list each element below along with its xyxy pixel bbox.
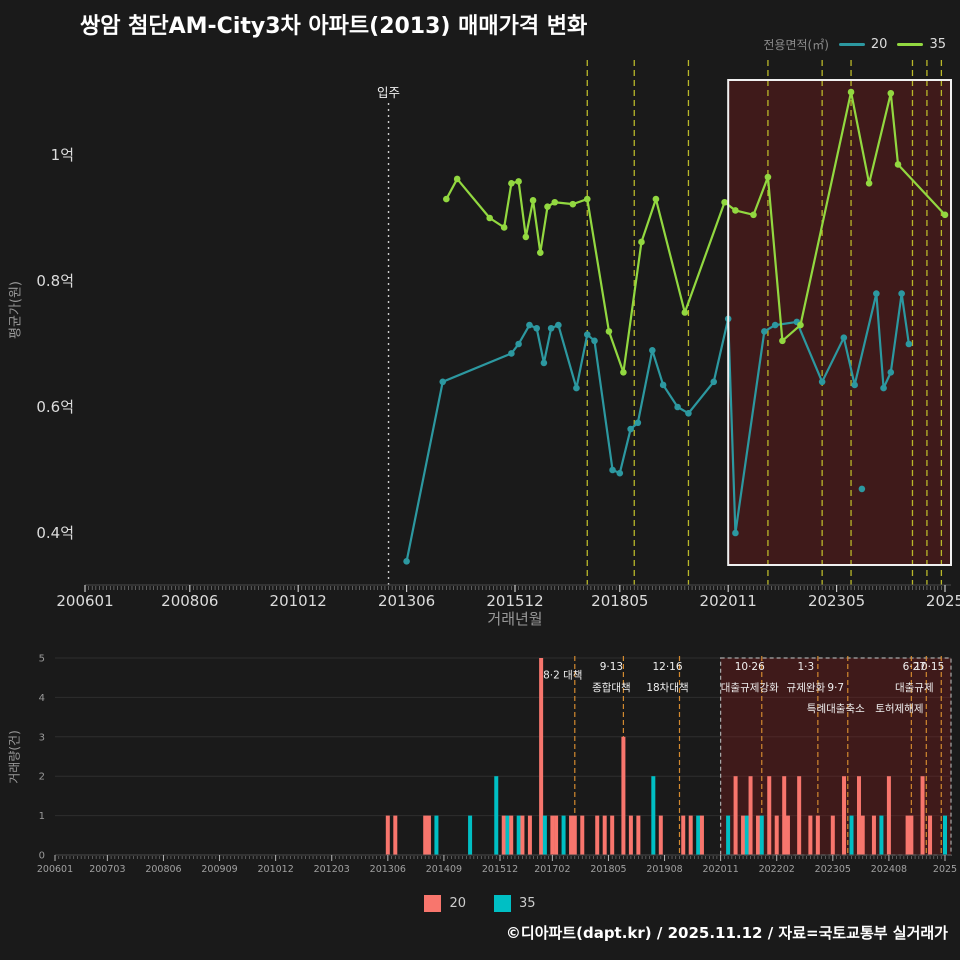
svg-text:6·27: 6·27	[903, 661, 926, 673]
price-x-axis: 200601 200806 201012 201306 201512 201805 2020…	[56, 584, 960, 610]
svg-text:토허제해제: 토허제해제	[875, 702, 923, 715]
legend-swatch-20-icon	[424, 895, 442, 912]
svg-text:201306: 201306	[370, 864, 406, 875]
svg-text:1억: 1억	[51, 146, 74, 164]
svg-text:입주: 입주	[377, 85, 400, 100]
svg-text:201512: 201512	[486, 592, 543, 610]
svg-text:200806: 200806	[161, 592, 218, 610]
svg-text:8·2 대책: 8·2 대책	[543, 669, 582, 681]
svg-text:10·15: 10·15	[914, 661, 944, 673]
legend-bottom-item-35: 35	[494, 895, 536, 912]
svg-text:대출규제강화: 대출규제강화	[721, 682, 779, 694]
footer-credit: ©디아파트(dapt.kr) / 2025.11.12 / 자료=국토교통부 실…	[505, 924, 948, 942]
price-series-20	[403, 290, 913, 565]
svg-text:201805: 201805	[591, 592, 648, 610]
svg-text:202408: 202408	[871, 864, 907, 875]
svg-text:200601: 200601	[37, 864, 73, 875]
svg-text:201012: 201012	[270, 592, 327, 610]
volume-annotations: 8·2 대책 9·13 종합대책 12·16 18차대책 10·26 대출규제강화 1·3 규제…	[543, 661, 944, 715]
policy-highlight-region	[728, 80, 951, 565]
svg-text:종합대책: 종합대책	[592, 682, 631, 694]
svg-text:대출규제: 대출규제	[895, 682, 934, 694]
policy-event-lines	[586, 60, 943, 585]
legend-area-top: 전용면적(㎡) 20 35	[763, 36, 946, 53]
svg-text:4: 4	[39, 693, 45, 704]
volume-event-lines	[574, 656, 942, 855]
svg-text:201306: 201306	[378, 592, 435, 610]
svg-text:9·13: 9·13	[600, 661, 623, 673]
svg-text:1: 1	[39, 811, 45, 822]
svg-text:2025: 2025	[926, 592, 960, 610]
highlight-border	[727, 79, 953, 566]
svg-text:200806: 200806	[145, 864, 181, 875]
svg-text:202305: 202305	[808, 592, 865, 610]
svg-text:18차대책: 18차대책	[646, 682, 688, 694]
legend-bottom-label-35: 35	[519, 896, 536, 911]
svg-text:2: 2	[39, 772, 45, 783]
price-series-35	[443, 88, 949, 376]
svg-text:201702: 201702	[534, 864, 570, 875]
svg-text:202202: 202202	[759, 864, 795, 875]
svg-text:0.6억: 0.6억	[36, 398, 74, 416]
svg-text:3: 3	[39, 732, 45, 743]
volume-x-axis: 200601 200703 200806 200909 201012 201203 2013…	[37, 854, 957, 875]
svg-text:2025: 2025	[933, 864, 957, 875]
x-axis-title: 거래년월	[487, 610, 543, 628]
svg-text:12·16: 12·16	[652, 661, 682, 673]
legend-area-bottom: 20 35	[0, 895, 960, 912]
svg-text:201203: 201203	[314, 864, 350, 875]
svg-text:201409: 201409	[426, 864, 462, 875]
legend-bottom-item-20: 20	[424, 895, 466, 912]
svg-text:0.4억: 0.4억	[36, 524, 74, 542]
svg-text:201512: 201512	[482, 864, 518, 875]
legend-line-20-icon	[838, 43, 865, 46]
svg-text:0: 0	[39, 851, 45, 862]
svg-text:5: 5	[39, 654, 45, 665]
legend-swatch-35-icon	[494, 895, 511, 912]
price-series	[403, 88, 949, 565]
svg-text:200909: 200909	[201, 864, 237, 875]
svg-text:201012: 201012	[257, 864, 293, 875]
price-y-axis: 0.4억 0.6억 0.8억 1억	[36, 146, 74, 542]
volume-bars	[385, 658, 947, 855]
svg-text:201805: 201805	[590, 864, 626, 875]
svg-text:규제완화: 규제완화	[787, 681, 826, 694]
svg-text:0.8억: 0.8억	[36, 272, 74, 290]
svg-text:200703: 200703	[89, 864, 125, 875]
legend-title: 전용면적(㎡)	[763, 38, 829, 52]
svg-text:202305: 202305	[815, 864, 851, 875]
page-title: 쌍암 첨단AM-City3차 아파트(2013) 매매가격 변화	[80, 14, 588, 39]
legend-label-20: 20	[870, 37, 888, 52]
svg-text:9·7: 9·7	[827, 682, 844, 694]
volume-chart: 0 1 2 3 4 5 8·2 대책 9·13 종합대책 12·16 18차대책 10·26 대출규제강…	[37, 654, 957, 876]
legend-item-35: 35	[897, 37, 946, 52]
legend-label-35: 35	[929, 37, 946, 52]
legend-bottom-label-20: 20	[449, 896, 466, 911]
svg-text:200601: 200601	[56, 592, 113, 610]
svg-text:202011: 202011	[700, 592, 757, 610]
svg-text:202011: 202011	[702, 864, 738, 875]
svg-text:201908: 201908	[646, 864, 682, 875]
legend-line-35-icon	[897, 43, 924, 46]
legend-item-20: 20	[838, 37, 888, 52]
svg-text:1·3: 1·3	[798, 661, 815, 673]
svg-text:10·26: 10·26	[735, 661, 765, 673]
movein-marker: 입주	[377, 85, 400, 585]
svg-text:특례대출축소: 특례대출축소	[807, 703, 865, 715]
